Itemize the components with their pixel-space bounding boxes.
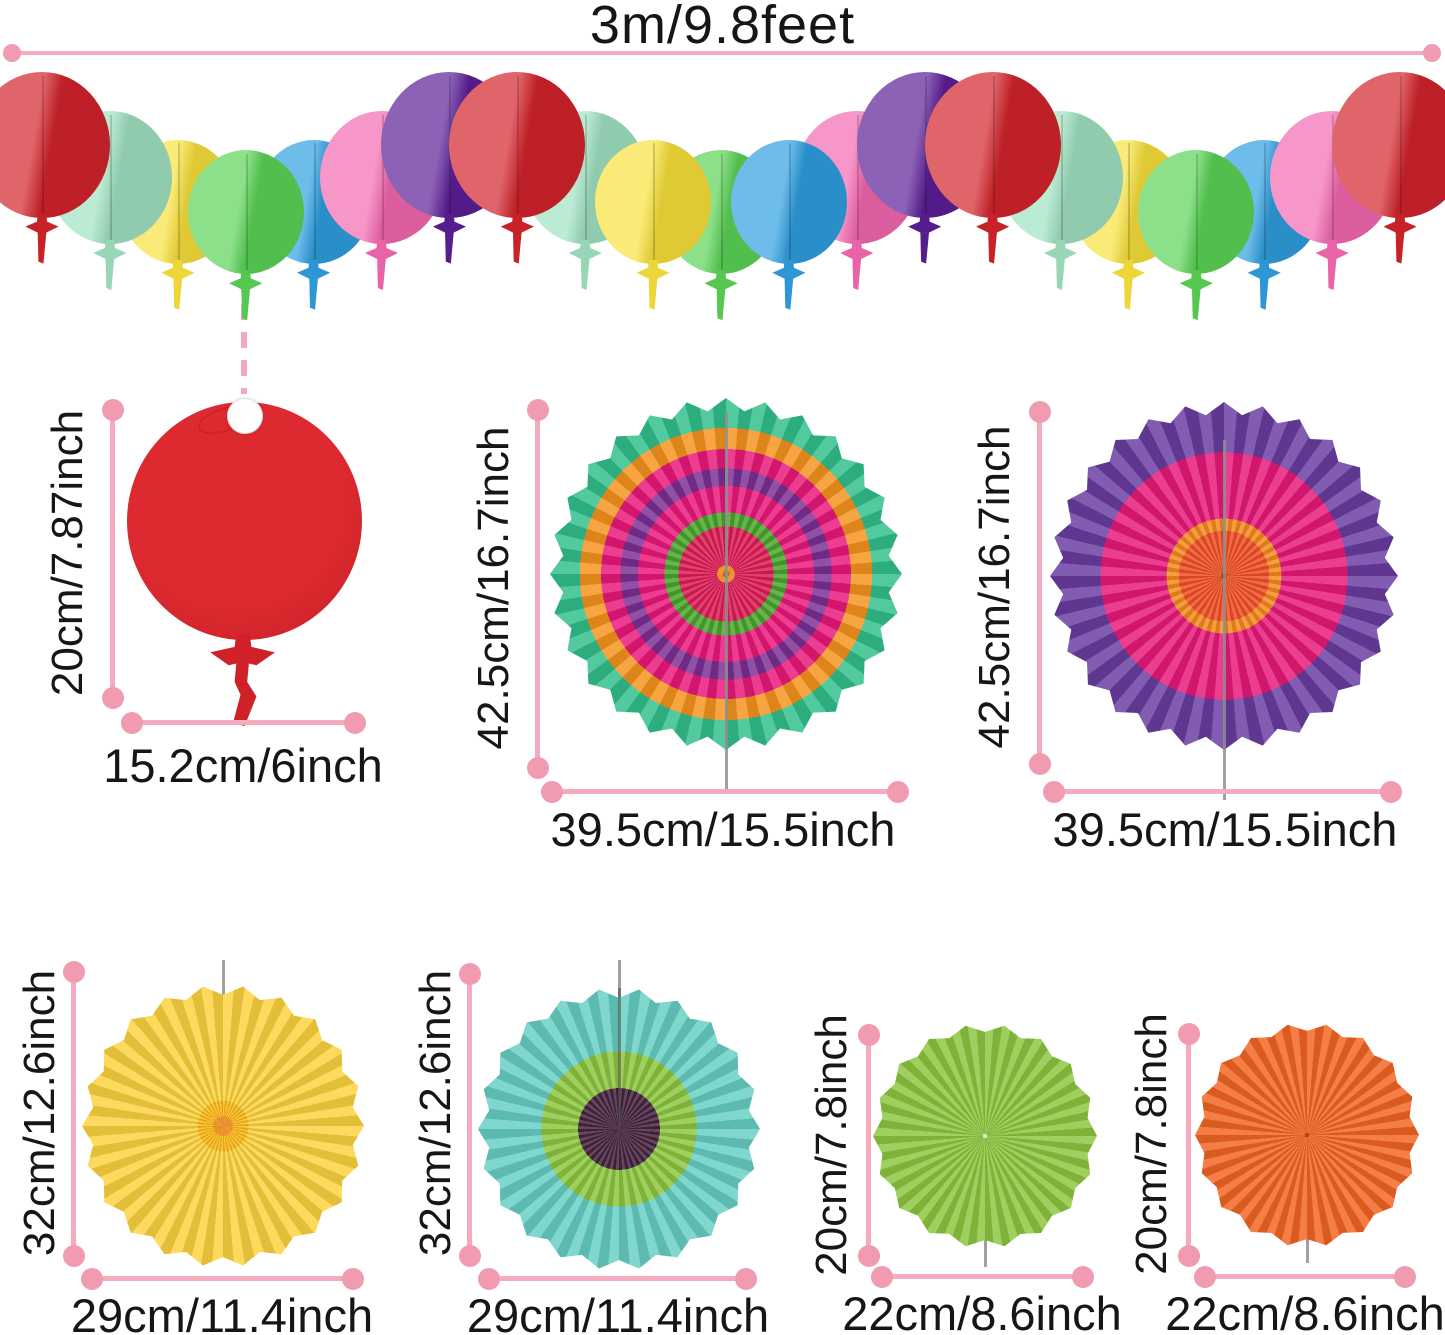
height-label: 42.5cm/16.7inch xyxy=(469,426,518,750)
height-label: 32cm/12.6inch xyxy=(411,969,460,1257)
garland-balloon-green xyxy=(1138,150,1255,274)
width-label: 39.5cm/15.5inch xyxy=(1052,803,1398,856)
dashed-connector-line xyxy=(241,276,247,394)
fan-stick xyxy=(1223,440,1226,800)
width-measure-line xyxy=(871,1266,1094,1288)
height-measure-line xyxy=(527,399,549,779)
height-measure-line xyxy=(102,399,124,709)
width-measure-line xyxy=(1043,781,1402,803)
width-measure-line xyxy=(1194,1266,1416,1288)
fan-stick xyxy=(725,412,728,792)
garland-length-label: 3m/9.8feet xyxy=(589,0,856,55)
garland-balloon-red xyxy=(0,72,110,218)
balloon-cutout xyxy=(127,402,362,640)
width-label: 15.2cm/6inch xyxy=(103,739,383,792)
height-measure-line xyxy=(1178,1023,1200,1267)
width-label: 29cm/11.4inch xyxy=(466,1289,770,1335)
width-measure-line xyxy=(121,712,366,734)
width-label: 39.5cm/15.5inch xyxy=(550,803,896,856)
height-measure-line xyxy=(63,961,85,1267)
garland-balloon-blue xyxy=(730,139,847,264)
width-label: 22cm/8.6inch xyxy=(1165,1287,1445,1335)
paper-fan xyxy=(1195,1024,1419,1246)
height-measure-line xyxy=(459,963,481,1267)
paper-fan xyxy=(82,986,364,1266)
height-label: 20cm/7.8inch xyxy=(1127,1013,1176,1275)
height-label: 32cm/12.6inch xyxy=(15,969,64,1257)
garland-measure-line xyxy=(3,44,1441,62)
height-measure-line xyxy=(1029,401,1051,775)
width-label: 22cm/8.6inch xyxy=(842,1287,1122,1335)
garland-balloon-red xyxy=(924,72,1061,218)
hanging-tag xyxy=(227,398,263,434)
width-measure-line xyxy=(478,1268,757,1290)
width-label: 29cm/11.4inch xyxy=(70,1289,374,1335)
height-label: 20cm/7.87inch xyxy=(43,409,92,697)
garland-balloon-yellow xyxy=(595,139,712,264)
height-label: 42.5cm/16.7inch xyxy=(970,425,1019,749)
garland-balloon-red xyxy=(1332,72,1445,218)
width-measure-line xyxy=(81,1268,364,1290)
garland-balloon-green xyxy=(187,150,304,274)
balloon-tail xyxy=(210,634,275,726)
garland-balloon-red xyxy=(449,72,586,218)
width-measure-line xyxy=(541,781,909,803)
height-measure-line xyxy=(858,1024,880,1267)
fan-stick-inner xyxy=(618,988,621,1132)
paper-fan xyxy=(873,1025,1097,1247)
height-label: 20cm/7.8inch xyxy=(807,1014,856,1276)
